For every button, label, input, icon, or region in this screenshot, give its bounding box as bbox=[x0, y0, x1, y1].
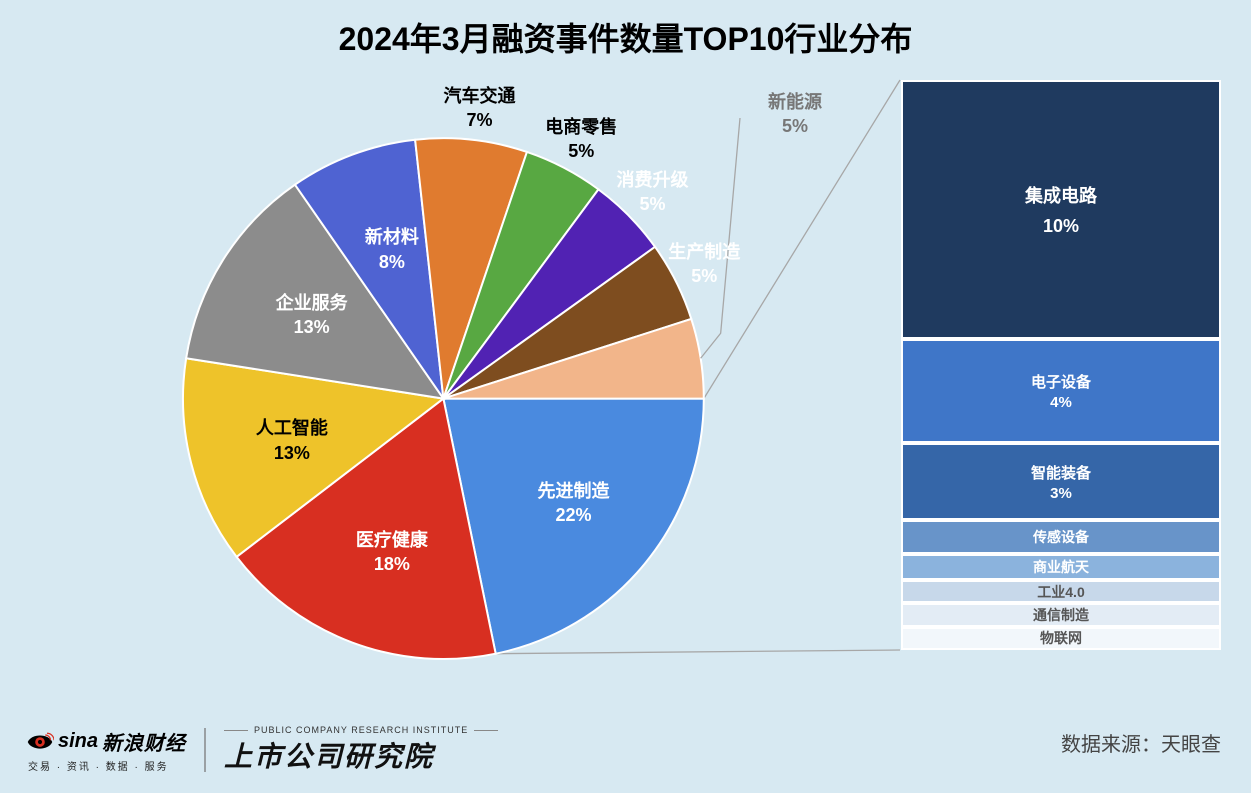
data-source-caption: 数据来源：天眼查 bbox=[1061, 728, 1221, 757]
pie-slice-label: 生产制造5% bbox=[659, 240, 749, 289]
breakdown-segment: 工业4.0 bbox=[901, 580, 1221, 603]
sina-logo-text-cn: 新浪财经 bbox=[102, 727, 186, 756]
pie-slice-label: 电商零售5% bbox=[536, 115, 626, 164]
pie-slice-label: 医疗健康18% bbox=[347, 528, 437, 577]
pie-slice-label: 新能源5% bbox=[750, 90, 840, 139]
breakdown-segment: 商业航天 bbox=[901, 554, 1221, 580]
breakdown-segment: 物联网 bbox=[901, 627, 1221, 650]
sina-eye-icon bbox=[26, 730, 54, 754]
pie-slice-label: 新材料8% bbox=[347, 225, 437, 274]
pie-slice-label: 人工智能13% bbox=[247, 416, 337, 465]
breakdown-segment: 电子设备4% bbox=[901, 339, 1221, 443]
pie-chart: 先进制造22% 医疗健康18% 人工智能13% 企业服务13% 新材料8% 汽车交通7%电… bbox=[30, 70, 810, 690]
sina-logo-text-en: sina bbox=[58, 730, 98, 753]
breakdown-segment: 通信制造 bbox=[901, 603, 1221, 626]
institute-logo: PUBLIC COMPANY RESEARCH INSTITUTE 上市公司研究… bbox=[224, 725, 498, 775]
pie-slice-label: 企业服务13% bbox=[267, 291, 357, 340]
institute-logo-en: PUBLIC COMPANY RESEARCH INSTITUTE bbox=[224, 725, 498, 735]
logo-divider bbox=[204, 728, 206, 772]
logo-area: sina 新浪财经 交易 · 资讯 · 数据 · 服务 PUBLIC COMPA… bbox=[26, 725, 498, 775]
pie-slice-label: 先进制造22% bbox=[528, 479, 618, 528]
chart-title: 2024年3月融资事件数量TOP10行业分布 bbox=[0, 14, 1251, 60]
institute-logo-cn: 上市公司研究院 bbox=[224, 735, 434, 775]
sina-logo-subtext: 交易 · 资讯 · 数据 · 服务 bbox=[28, 758, 169, 773]
pie-slice-label: 消费升级5% bbox=[608, 168, 698, 217]
sina-finance-logo: sina 新浪财经 交易 · 资讯 · 数据 · 服务 bbox=[26, 727, 186, 773]
breakdown-segment: 集成电路10% bbox=[901, 80, 1221, 339]
breakdown-segment: 传感设备 bbox=[901, 520, 1221, 554]
pie-slice-label: 汽车交通7% bbox=[435, 84, 525, 133]
breakdown-segment: 智能装备3% bbox=[901, 443, 1221, 521]
breakdown-column: 集成电路10%电子设备4%智能装备3%传感设备商业航天工业4.0通信制造物联网 bbox=[901, 80, 1221, 650]
